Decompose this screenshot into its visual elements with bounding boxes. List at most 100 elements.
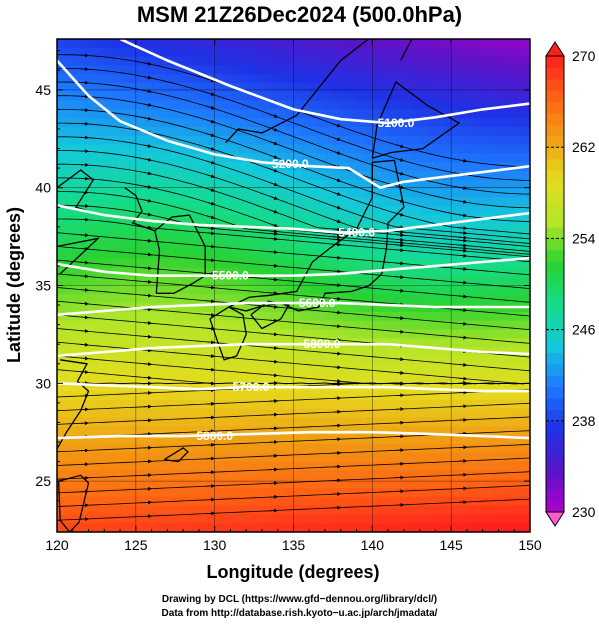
field-cell [514,417,523,427]
field-cell [96,285,105,295]
field-cell [285,523,295,532]
field-cell [395,373,405,383]
field-cell [317,320,326,331]
field-cell [104,179,113,190]
field-cell [522,188,530,199]
field-cell [230,267,239,278]
field-cell [143,496,153,507]
field-cell [214,514,224,524]
colorbar-cell [546,375,564,388]
field-cell [183,285,192,295]
field-cell [206,329,216,339]
field-cell [64,215,74,225]
field-cell [474,452,484,463]
field-cell [466,250,476,260]
field-cell [238,303,247,313]
field-cell [127,461,137,471]
field-cell [64,56,74,67]
field-cell [490,391,500,401]
field-cell [411,329,421,339]
field-cell [246,267,255,278]
field-cell [419,399,429,410]
field-cell [183,514,192,524]
field-cell [498,514,507,524]
field-cell [246,250,255,260]
field-cell [230,162,239,172]
field-cell [522,347,530,357]
field-cell [372,347,381,357]
x-axis-label: Longitude (degrees) [206,562,379,582]
field-cell [214,487,224,498]
field-cell [57,320,66,331]
field-cell [151,135,161,146]
field-cell [127,364,137,375]
field-cell [522,74,530,84]
field-cell [230,171,239,181]
field-cell [403,250,413,260]
field-cell [522,382,530,392]
field-cell [261,153,271,163]
field-cell [72,399,82,410]
field-cell [88,241,98,251]
field-cell [261,65,271,75]
field-cell [364,47,373,58]
streamline-arrow [332,219,342,224]
field-cell [64,443,74,454]
field-cell [238,232,247,243]
field-cell [198,188,208,199]
field-cell [143,83,153,93]
field-cell [167,329,176,339]
field-cell [206,435,216,445]
field-cell [490,232,500,243]
field-cell [451,232,460,243]
field-cell [332,39,342,49]
streamline-arrow [206,78,216,83]
field-cell [419,479,429,489]
field-cell [395,470,405,480]
field-cell [332,250,342,260]
field-cell [451,417,460,427]
field-cell [411,47,421,58]
field-cell [159,56,168,67]
field-cell [277,267,287,278]
field-cell [159,127,168,137]
field-cell [411,347,421,357]
field-cell [135,223,145,234]
field-cell [466,74,476,84]
field-cell [238,276,247,287]
field-cell [309,514,318,524]
field-cell [198,514,208,524]
field-cell [451,206,460,216]
field-cell [498,162,507,172]
field-cell [395,83,405,93]
field-cell [388,267,397,278]
field-cell [466,391,476,401]
field-cell [301,100,310,111]
field-cell [222,74,232,84]
field-cell [191,338,200,348]
field-cell [301,232,310,243]
field-cell [403,505,413,515]
field-cell [120,479,129,489]
field-cell [127,65,137,75]
field-cell [80,329,90,339]
field-cell [206,452,216,463]
field-cell [191,118,200,128]
field-cell [64,241,74,251]
field-cell [411,505,421,515]
field-cell [348,294,358,304]
field-cell [96,461,105,471]
field-cell [451,364,460,375]
field-cell [372,215,381,225]
field-cell [395,311,405,322]
field-cell [340,215,350,225]
field-cell [309,47,318,58]
field-cell [301,470,310,480]
field-cell [277,426,287,436]
streamline-arrow [269,277,279,282]
field-cell [72,479,82,489]
field-cell [427,320,436,331]
field-cell [222,364,232,375]
coastline [57,169,95,212]
field-cell [96,127,105,137]
